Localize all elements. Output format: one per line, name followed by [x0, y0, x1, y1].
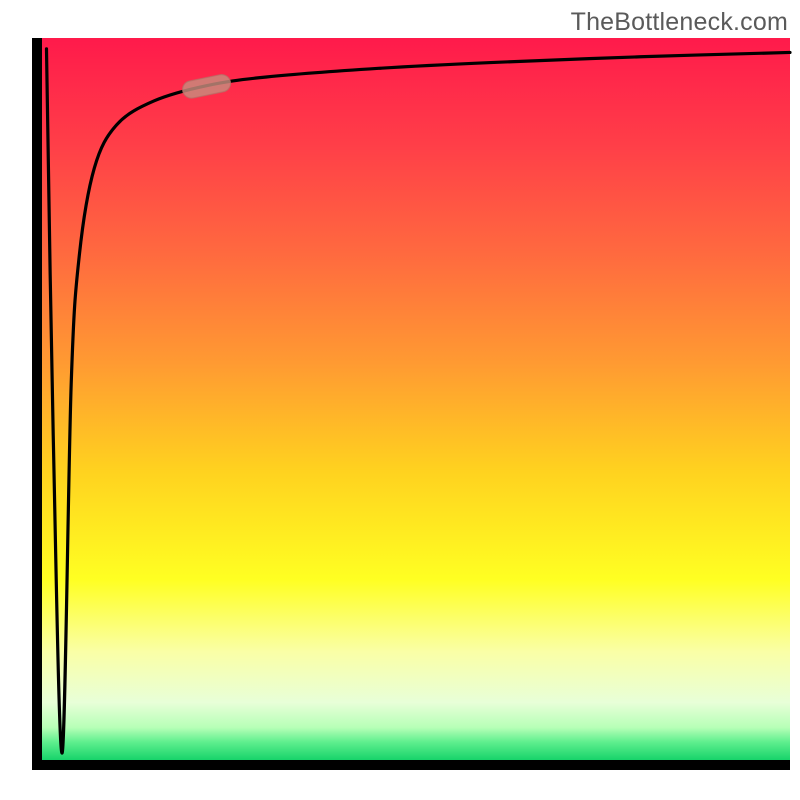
chart-container: TheBottleneck.com [0, 0, 800, 800]
plot-area [42, 38, 790, 760]
curve-layer [42, 38, 790, 760]
x-axis [32, 760, 790, 770]
watermark-text: TheBottleneck.com [571, 8, 788, 37]
curve-marker [181, 73, 232, 100]
bottleneck-curve [46, 49, 790, 753]
y-axis [32, 38, 42, 770]
